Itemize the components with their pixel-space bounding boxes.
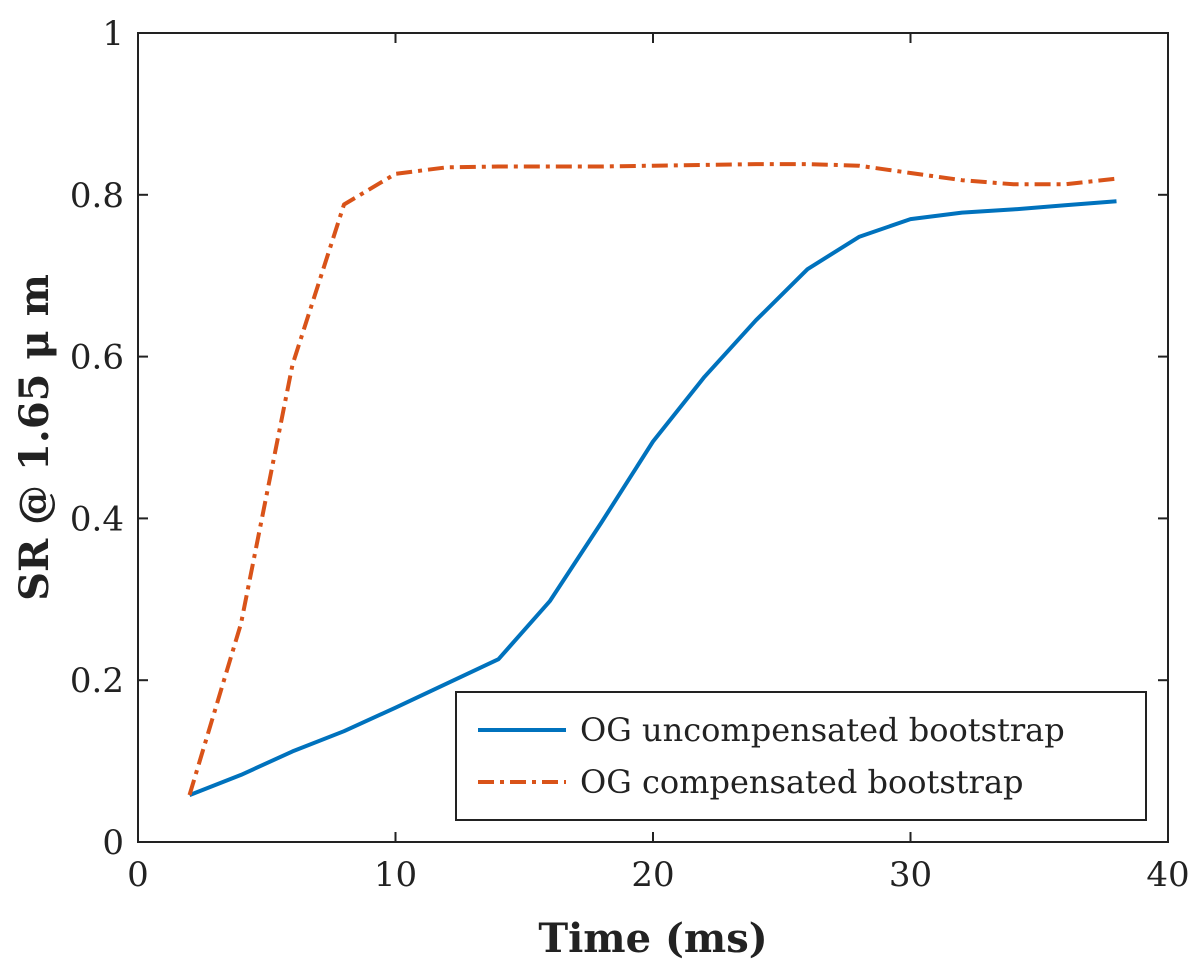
y-axis-label: SR @ 1.65 μ m [11, 274, 58, 601]
y-tick-label: 0.4 [70, 499, 124, 539]
x-tick-label: 20 [631, 855, 674, 895]
x-tick-label: 0 [127, 855, 149, 895]
x-tick-label: 40 [1146, 855, 1189, 895]
ticks-layer: 0 10 20 30 40 0 0.2 0.4 0.6 0.8 1 [70, 14, 1190, 895]
legend-label-uncompensated: OG uncompensated bootstrap [580, 711, 1065, 749]
y-tick-label: 0.8 [70, 176, 124, 216]
legend-label-compensated: OG compensated bootstrap [580, 763, 1024, 801]
legend-box [455, 691, 1147, 821]
x-tick-label: 30 [889, 855, 932, 895]
y-tick-label: 0.2 [70, 661, 124, 701]
plot-frame [137, 32, 1169, 843]
y-tick-label: 0.6 [70, 338, 124, 378]
series-line-uncompensated [188, 199, 1117, 797]
series-line-compensated [187, 162, 1117, 796]
x-axis-label: Time (ms) [538, 915, 767, 962]
legend: OG uncompensated bootstrap OG compensate… [455, 691, 1147, 821]
x-tick-label: 10 [374, 855, 417, 895]
y-tick-label: 1 [102, 14, 124, 54]
series-layer [187, 162, 1117, 797]
y-tick-label: 0 [102, 823, 124, 863]
